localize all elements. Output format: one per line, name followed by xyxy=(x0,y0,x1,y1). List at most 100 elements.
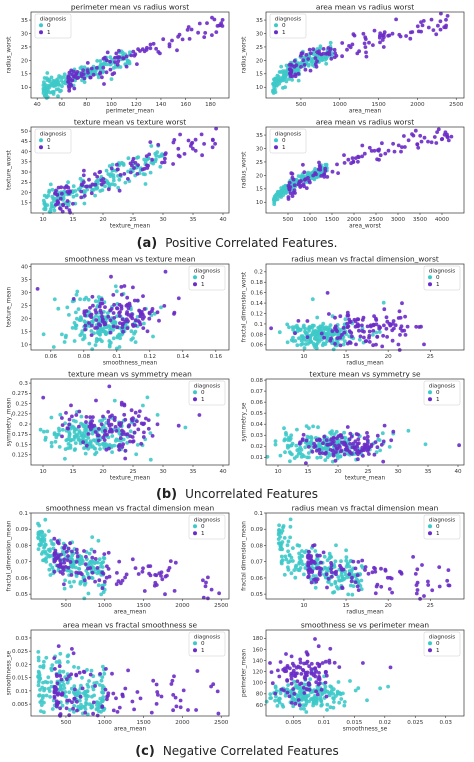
scatter-point-1 xyxy=(341,567,346,572)
scatter-point-1 xyxy=(371,322,376,327)
scatter-point-1 xyxy=(360,323,364,328)
x-tick-label: 25 xyxy=(427,603,435,609)
y-tick-label: 25 xyxy=(256,45,264,51)
scatter-point-1 xyxy=(81,440,85,445)
scatter-point-1 xyxy=(171,708,176,713)
scatter-point-1 xyxy=(52,569,57,574)
scatter-point-0 xyxy=(99,678,104,683)
scatter-point-1 xyxy=(96,438,101,443)
scatter-point-0 xyxy=(141,172,146,176)
scatter-point-1 xyxy=(324,694,329,699)
scatter-point-1 xyxy=(356,437,361,442)
scatter-point-1 xyxy=(363,565,368,569)
scatter-point-1 xyxy=(307,570,311,575)
scatter-point-1 xyxy=(199,132,204,137)
caption-positive-text: Positive Correlated Features. xyxy=(165,236,338,250)
scatter-point-0 xyxy=(303,697,308,701)
scatter-point-1 xyxy=(314,680,319,685)
scatter-point-1 xyxy=(327,658,332,663)
scatter-point-0 xyxy=(74,310,78,315)
scatter-point-1 xyxy=(316,677,321,681)
scatter-point-0 xyxy=(101,690,106,695)
y-axis-label: symmetry_mean xyxy=(7,397,13,446)
scatter-point-1 xyxy=(52,690,57,694)
scatter-point-1 xyxy=(144,416,148,421)
scatter-point-1 xyxy=(108,414,112,419)
scatter-point-1 xyxy=(66,565,71,570)
y-tick-label: 10 xyxy=(21,343,29,349)
scatter-point-0 xyxy=(111,321,116,325)
scatter-point-1 xyxy=(66,76,71,81)
scatter-point-1 xyxy=(114,582,119,587)
legend-entry-0: 0 xyxy=(201,641,205,647)
chart-title: smoothness mean vs fractal dimension mea… xyxy=(46,504,215,513)
scatter-point-0 xyxy=(90,431,95,436)
scatter-point-0 xyxy=(117,177,122,182)
scatter-point-1 xyxy=(446,138,451,143)
scatter-point-1 xyxy=(201,595,206,600)
y-axis-label: symmetry_se xyxy=(242,402,248,441)
point-layer xyxy=(264,637,393,714)
scatter-point-0 xyxy=(45,429,50,434)
y-tick-label: 35 xyxy=(256,133,264,139)
scatter-point-0 xyxy=(36,530,41,535)
y-tick-label: 0.225 xyxy=(12,412,28,418)
scatter-point-1 xyxy=(360,143,365,148)
scatter-point-1 xyxy=(94,398,98,403)
scatter-point-1 xyxy=(293,331,297,336)
scatter-point-1 xyxy=(67,88,72,93)
scatter-point-1 xyxy=(106,418,111,423)
scatter-point-1 xyxy=(35,287,40,291)
scatter-point-1 xyxy=(436,127,441,132)
scatter-point-1 xyxy=(106,187,111,192)
y-tick-label: 0.16 xyxy=(251,291,264,297)
x-tick-label: 40 xyxy=(454,469,462,475)
scatter-point-0 xyxy=(52,297,57,302)
scatter-point-1 xyxy=(200,153,205,158)
scatter-point-1 xyxy=(363,568,367,572)
scatter-point-0 xyxy=(92,693,96,698)
scatter-point-1 xyxy=(418,133,423,138)
x-tick-label: 0.12 xyxy=(144,354,156,360)
scatter-point-0 xyxy=(64,333,68,338)
scatter-point-1 xyxy=(422,594,426,598)
scatter-point-1 xyxy=(386,148,391,153)
scatter-point-0 xyxy=(72,684,77,688)
scatter-point-1 xyxy=(446,568,451,572)
scatter-point-1 xyxy=(115,325,120,330)
scatter-point-0 xyxy=(275,704,280,708)
scatter-point-0 xyxy=(37,673,42,677)
scatter-point-0 xyxy=(281,193,286,197)
scatter-point-0 xyxy=(342,700,347,704)
scatter-point-0 xyxy=(117,345,122,349)
scatter-point-0 xyxy=(87,679,91,683)
scatter-point-0 xyxy=(36,658,41,663)
scatter-point-1 xyxy=(132,707,136,712)
scatter-point-0 xyxy=(42,544,47,549)
scatter-point-1 xyxy=(202,35,207,39)
scatter-point-0 xyxy=(87,441,92,446)
scatter-point-1 xyxy=(114,51,119,56)
scatter-point-1 xyxy=(349,161,353,166)
x-tick-label: 35 xyxy=(424,469,432,475)
scatter-point-1 xyxy=(126,313,131,317)
scatter-point-1 xyxy=(343,447,348,452)
scatter-point-0 xyxy=(36,669,41,674)
scatter-point-1 xyxy=(93,430,98,434)
scatter-point-1 xyxy=(289,681,294,686)
scatter-point-1 xyxy=(60,209,65,214)
scatter-point-1 xyxy=(269,670,274,674)
chart-title: texture mean vs symmetry se xyxy=(309,370,421,379)
scatter-point-0 xyxy=(297,560,302,565)
scatter-point-1 xyxy=(364,54,369,59)
plot-texture-vs-symmetry-mean: texture mean vs symmetry mean 10 15 20 25 30 3… xyxy=(5,369,233,481)
scatter-point-1 xyxy=(308,68,313,73)
scatter-point-1 xyxy=(321,550,326,555)
legend-entry-0: 0 xyxy=(282,138,286,144)
scatter-point-1 xyxy=(447,583,452,588)
scatter-point-0 xyxy=(41,198,46,203)
scatter-point-1 xyxy=(353,566,358,571)
scatter-point-0 xyxy=(183,425,188,430)
y-axis-label: texture_mean xyxy=(7,287,13,328)
